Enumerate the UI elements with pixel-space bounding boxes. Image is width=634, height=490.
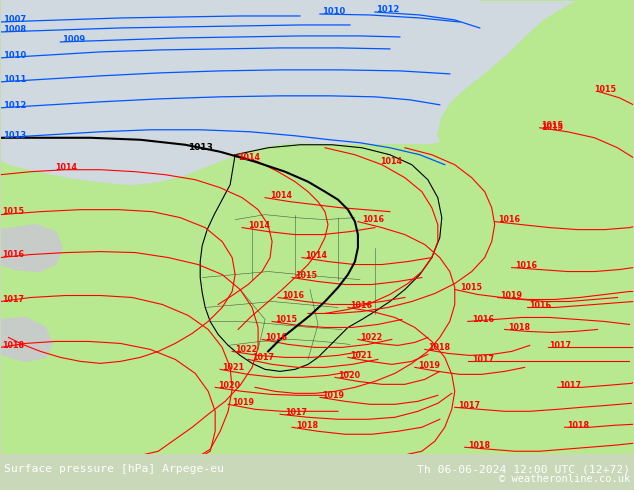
Polygon shape	[1, 0, 185, 145]
Text: 1014: 1014	[248, 221, 270, 230]
Text: 1015: 1015	[541, 122, 564, 130]
Text: 1016: 1016	[3, 250, 25, 259]
Text: 1016: 1016	[350, 301, 372, 310]
Text: 1012: 1012	[3, 101, 26, 110]
Text: 1021: 1021	[222, 363, 244, 372]
Text: 1013: 1013	[188, 143, 213, 152]
Text: 1018: 1018	[428, 343, 450, 352]
Text: 1007: 1007	[3, 16, 25, 24]
Text: 1016: 1016	[515, 261, 536, 270]
Text: 1008: 1008	[3, 25, 25, 34]
Text: 1015: 1015	[460, 283, 482, 292]
Text: 1022: 1022	[360, 333, 382, 342]
Text: 1016: 1016	[498, 215, 520, 224]
Polygon shape	[1, 160, 81, 319]
Polygon shape	[380, 0, 633, 85]
Text: 1015: 1015	[541, 123, 564, 132]
Text: 1017: 1017	[472, 355, 494, 364]
Text: 1014: 1014	[270, 191, 292, 200]
Text: 1014: 1014	[305, 251, 327, 260]
Text: 1020: 1020	[338, 371, 360, 380]
Polygon shape	[1, 0, 633, 454]
Polygon shape	[1, 318, 53, 362]
Polygon shape	[438, 0, 633, 199]
Text: 1017: 1017	[252, 353, 274, 362]
Text: 1010: 1010	[3, 51, 26, 60]
Text: 1021: 1021	[350, 351, 372, 360]
Polygon shape	[300, 142, 633, 454]
Polygon shape	[100, 30, 430, 175]
Text: 1014: 1014	[55, 163, 77, 172]
Text: 1018: 1018	[3, 341, 25, 350]
Text: 1016: 1016	[529, 301, 552, 310]
Text: 1019: 1019	[322, 391, 344, 400]
Polygon shape	[152, 357, 455, 454]
Text: 1015: 1015	[595, 85, 616, 95]
Text: 1017: 1017	[285, 408, 307, 417]
Polygon shape	[150, 0, 430, 122]
Text: 1011: 1011	[3, 75, 26, 84]
Text: 1016: 1016	[265, 333, 287, 342]
Text: 1019: 1019	[232, 398, 254, 407]
Text: 1017: 1017	[458, 401, 480, 410]
Text: 1018: 1018	[296, 421, 318, 430]
Text: 1016: 1016	[362, 215, 384, 224]
Text: 1014: 1014	[380, 157, 402, 166]
Text: 1009: 1009	[62, 35, 86, 45]
Text: 1012: 1012	[376, 5, 399, 15]
Text: 1019: 1019	[500, 291, 522, 300]
Text: 1019: 1019	[418, 361, 440, 370]
Polygon shape	[1, 0, 633, 185]
Text: 1015: 1015	[275, 315, 297, 324]
Text: 1016: 1016	[282, 291, 304, 300]
Text: 1018: 1018	[468, 441, 490, 450]
Text: 1017: 1017	[3, 295, 25, 304]
Polygon shape	[1, 310, 110, 454]
Text: 1010: 1010	[322, 7, 346, 17]
Polygon shape	[1, 0, 220, 145]
Text: 1015: 1015	[3, 207, 25, 216]
Polygon shape	[200, 145, 442, 371]
Text: 1016: 1016	[472, 315, 494, 324]
Text: 1015: 1015	[295, 271, 317, 280]
Text: 1017: 1017	[560, 381, 581, 390]
Text: 1018: 1018	[567, 421, 590, 430]
Text: 1018: 1018	[508, 323, 530, 332]
Text: © weatheronline.co.uk: © weatheronline.co.uk	[499, 474, 630, 484]
Text: 1017: 1017	[550, 341, 572, 350]
Text: 1020: 1020	[218, 381, 240, 390]
Text: 1014: 1014	[238, 153, 260, 162]
Text: Th 06-06-2024 12:00 UTC (12+72): Th 06-06-2024 12:00 UTC (12+72)	[417, 464, 630, 474]
Polygon shape	[1, 224, 62, 271]
Text: Surface pressure [hPa] Arpege-eu: Surface pressure [hPa] Arpege-eu	[4, 464, 224, 474]
Text: 1022: 1022	[235, 345, 257, 354]
Text: 1013: 1013	[3, 131, 26, 140]
